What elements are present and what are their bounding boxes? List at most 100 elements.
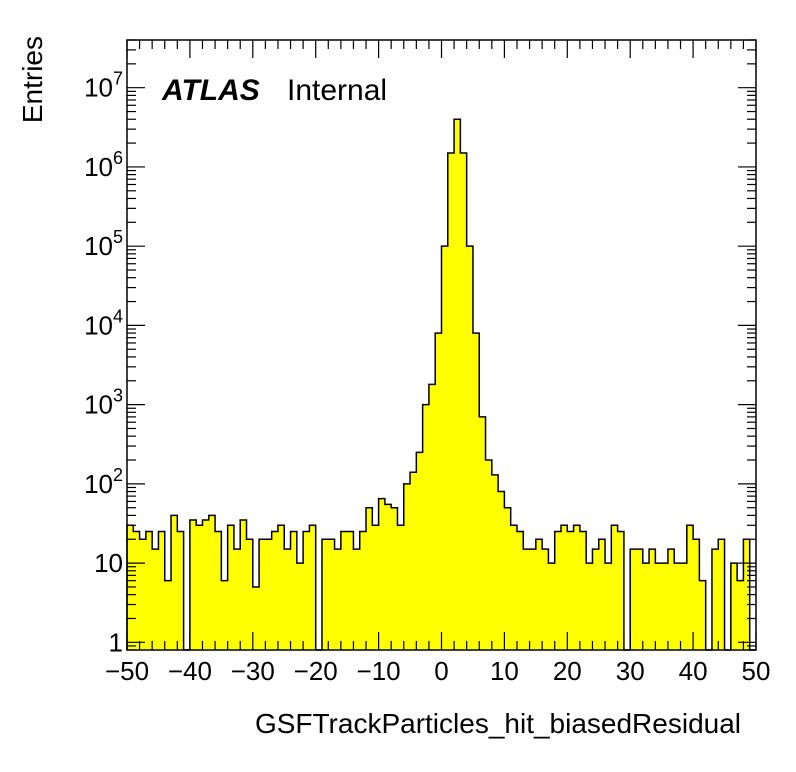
- histogram-bar: [642, 563, 650, 650]
- histogram-bar: [655, 563, 662, 650]
- histogram-bar: [397, 525, 405, 650]
- histogram-bar: [693, 539, 700, 650]
- histogram-bar: [711, 549, 719, 650]
- histogram-bar: [152, 549, 159, 650]
- y-axis-ticks: [127, 39, 756, 651]
- histogram-bar: [567, 531, 574, 650]
- histogram-bar: [240, 519, 247, 650]
- x-tick-label: 20: [553, 656, 582, 686]
- histogram-bar: [334, 549, 342, 650]
- y-axis-title: Entries: [17, 36, 48, 123]
- histogram-bar: [428, 384, 436, 650]
- histogram-bar: [284, 549, 291, 650]
- histogram-bar: [378, 498, 386, 650]
- histogram-bar: [561, 525, 568, 650]
- histogram-bar: [189, 519, 197, 650]
- histogram-bar: [127, 525, 134, 650]
- y-tick-label: 106: [84, 148, 123, 182]
- histogram-bar: [133, 531, 140, 650]
- histogram-bar: [384, 504, 392, 650]
- histogram-bar: [164, 580, 172, 650]
- histogram-bar: [617, 531, 625, 650]
- histogram-bar: [202, 519, 210, 650]
- internal-label: Internal: [287, 74, 387, 107]
- histogram-bar: [171, 515, 178, 650]
- histogram-bar: [605, 563, 612, 650]
- histogram-outline: [126, 118, 756, 651]
- x-tick-label: −30: [231, 656, 275, 686]
- histogram-bar: [661, 563, 669, 650]
- histogram-bar: [227, 525, 235, 650]
- histogram-bar: [636, 549, 644, 650]
- histogram-bar: [296, 563, 304, 650]
- histogram-bar: [554, 531, 562, 650]
- histogram-bar: [592, 549, 600, 650]
- histogram-bar: [441, 246, 449, 650]
- histogram-bar: [730, 563, 738, 650]
- x-tick-label: 30: [616, 656, 645, 686]
- x-axis-tick-labels: −50 −40 −30 −20 −10 0 10 20 30 40 50: [105, 656, 771, 686]
- histogram-bar: [196, 525, 203, 650]
- histogram-bar: [548, 563, 556, 650]
- histogram-bar: [359, 531, 367, 650]
- histogram-bar: [529, 549, 537, 650]
- histogram-bar: [743, 539, 751, 650]
- histogram-bar: [504, 507, 511, 650]
- histogram-bar: [246, 539, 254, 650]
- histogram-bar: [208, 515, 216, 650]
- x-tick-label: −10: [357, 656, 401, 686]
- histogram-bar: [145, 531, 153, 650]
- x-tick-label: 10: [490, 656, 519, 686]
- histogram-bar: [586, 563, 593, 650]
- y-tick-label: 1: [109, 627, 123, 657]
- histogram-bar: [718, 539, 725, 650]
- histogram-bar: [340, 531, 348, 650]
- x-tick-label: −40: [168, 656, 212, 686]
- histogram-bar: [353, 549, 361, 650]
- histogram-bar: [347, 531, 354, 650]
- histogram-bar: [422, 404, 430, 650]
- x-tick-label: 50: [742, 656, 771, 686]
- y-tick-label: 105: [84, 227, 123, 261]
- histogram-bar: [177, 531, 184, 650]
- x-tick-label: −50: [105, 656, 149, 686]
- histogram-bar: [265, 539, 272, 650]
- y-tick-label: 10: [94, 548, 123, 578]
- y-tick-label: 104: [84, 306, 123, 340]
- histogram-bar: [630, 549, 637, 650]
- histogram-bar: [680, 563, 688, 650]
- y-axis-tick-labels: 1 10 102 103 104 105 106 107: [84, 69, 123, 658]
- histogram-bar: [290, 531, 298, 650]
- histogram-bar: [542, 549, 549, 650]
- histogram-bar: [498, 491, 505, 650]
- histogram-bar: [309, 525, 316, 650]
- histogram-bar: [271, 531, 279, 650]
- histogram-bar: [491, 474, 499, 650]
- histogram-bar: [259, 539, 266, 650]
- histogram-bar: [523, 549, 530, 650]
- histogram-bar: [737, 580, 744, 650]
- histogram-bar: [139, 539, 147, 650]
- histogram-bar: [649, 549, 656, 650]
- histogram-bar: [321, 539, 329, 650]
- histogram-bar: [391, 507, 398, 650]
- histogram-bar: [303, 531, 310, 650]
- histogram-bar: [416, 452, 423, 650]
- y-tick-label: 103: [84, 386, 123, 420]
- histogram-bar: [579, 531, 587, 650]
- histogram-bar: [667, 549, 675, 650]
- histogram-bar: [466, 246, 474, 650]
- y-tick-label: 107: [84, 69, 123, 103]
- histogram-bar: [535, 539, 543, 650]
- histogram-bar: [372, 525, 379, 650]
- histogram-bar: [447, 152, 455, 651]
- histogram-bar: [454, 119, 461, 650]
- x-tick-label: 0: [434, 656, 448, 686]
- histogram-bar: [674, 563, 681, 650]
- histogram-bar: [598, 539, 606, 650]
- x-axis-title: GSFTrackParticles_hit_biasedResidual: [255, 708, 741, 739]
- x-tick-label: −20: [294, 656, 338, 686]
- histogram-bar: [277, 525, 285, 650]
- histogram-bar: [403, 483, 411, 650]
- histogram-bar: [435, 333, 442, 650]
